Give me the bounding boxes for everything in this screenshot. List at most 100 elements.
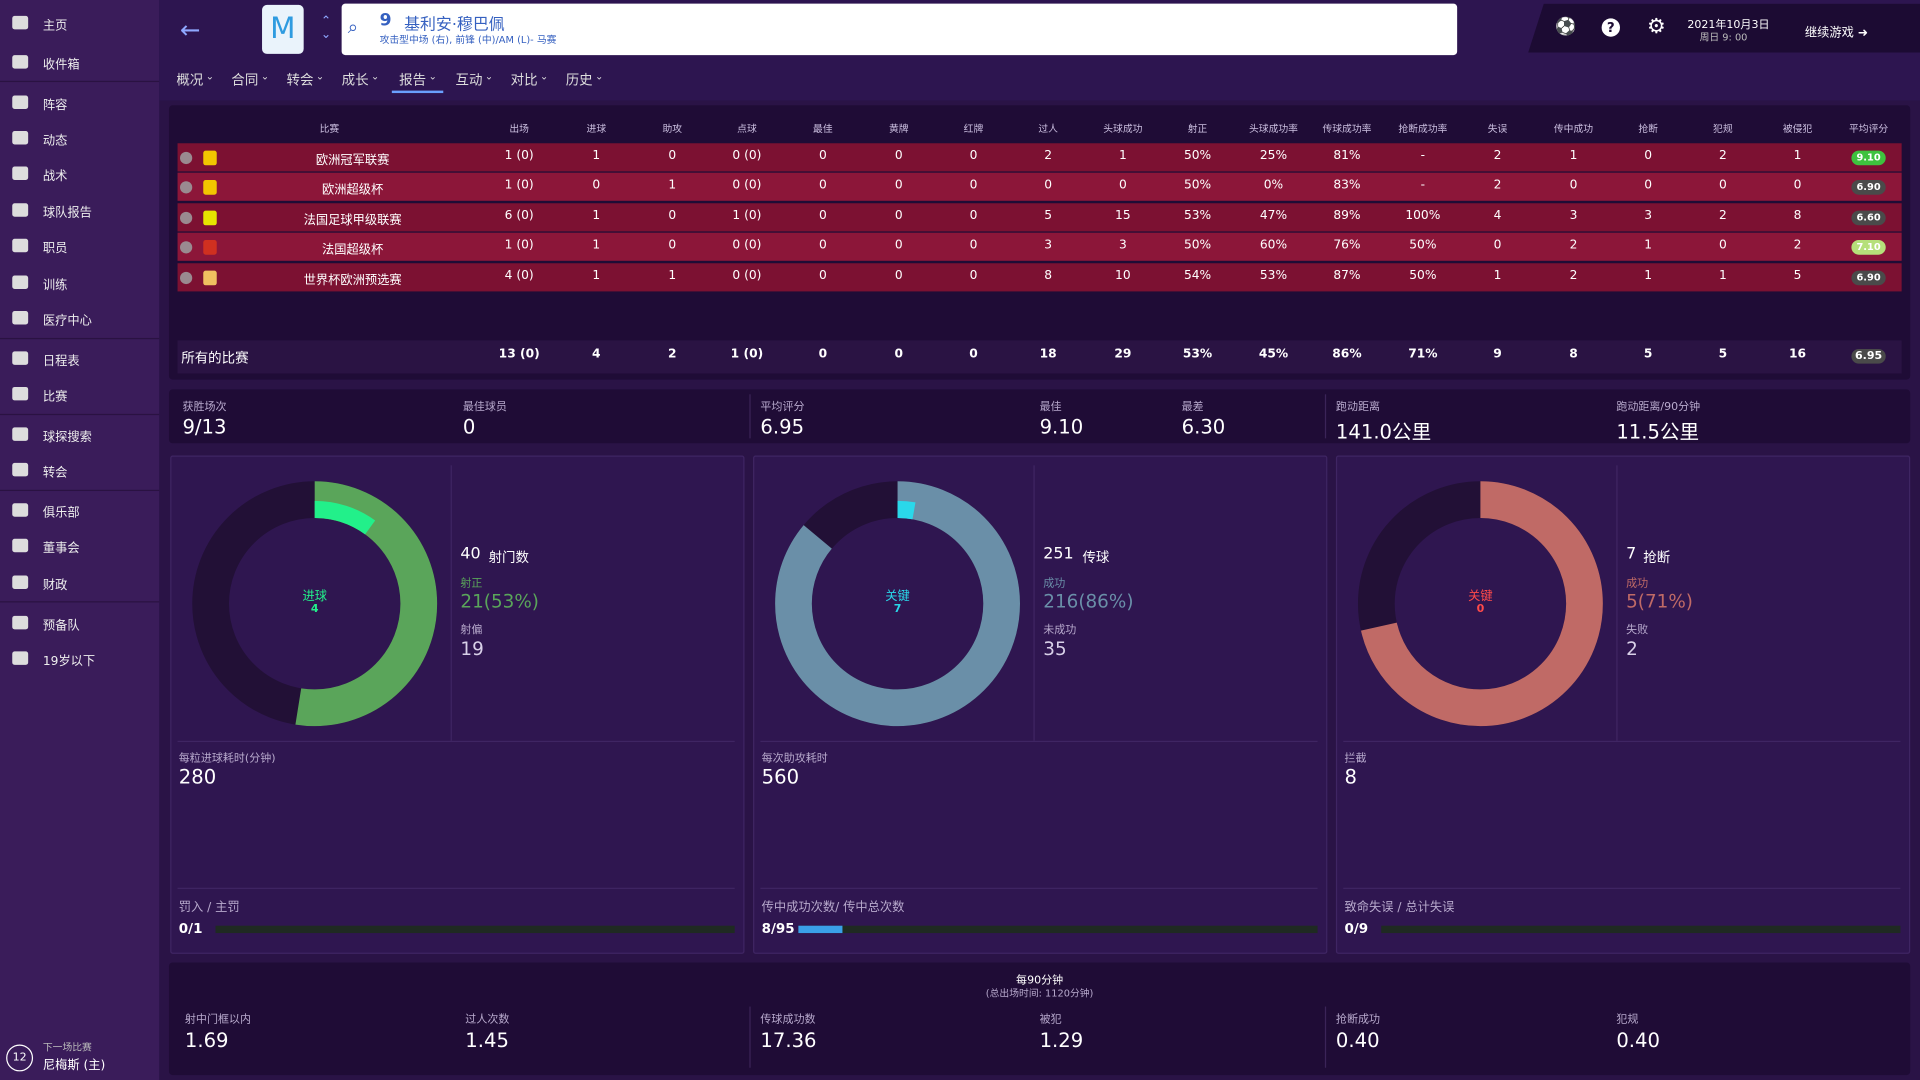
table-cell: 0 (818, 209, 827, 223)
donut-success-arc (775, 481, 1021, 727)
stat-value: 280 (178, 765, 217, 789)
nav-item[interactable]: 主页 (42, 19, 68, 34)
nav-item[interactable]: 医疗中心 (42, 314, 92, 329)
nav-item[interactable]: 财政 (42, 579, 68, 593)
nav-icon (12, 386, 29, 401)
success-label: 成功 (1626, 577, 1649, 591)
rating-badge: 6.90 (1851, 180, 1886, 195)
nav-item[interactable]: 预备队 (42, 619, 80, 634)
back-button[interactable]: ← (180, 14, 201, 45)
table-cell: 0 (0) (732, 178, 762, 193)
nav-item[interactable]: 19岁以下 (42, 655, 96, 669)
icon-ball[interactable]: ⚽ (1555, 17, 1577, 37)
nav-separator (0, 80, 160, 83)
nav-item[interactable]: 比赛 (42, 390, 68, 405)
table-cell: 53% (1259, 269, 1288, 283)
continue-button[interactable]: 继续游戏 ➜ (1804, 26, 1869, 41)
summary-value: 9/13 (182, 415, 227, 439)
table-cell: 0 (668, 149, 677, 163)
nav-item[interactable]: 战术 (42, 170, 68, 184)
nav-separator (0, 601, 160, 603)
totals-cell: 2 (667, 347, 677, 362)
nav-item[interactable]: 俱乐部 (42, 506, 80, 521)
nav-icon (12, 311, 29, 325)
tab[interactable]: 互动 (455, 72, 483, 89)
table-cell: 0 (818, 178, 827, 193)
tab-caret: ⌄ (484, 71, 494, 83)
table-cell: 0 (668, 238, 677, 253)
table-cell: 8 (1793, 209, 1802, 223)
icon-help[interactable]: ? (1601, 18, 1621, 37)
nav-item[interactable]: 收件箱 (42, 58, 80, 73)
nav-icon (12, 15, 29, 30)
rating-badge: 6.95 (1851, 348, 1886, 364)
card-total: 251 (1043, 544, 1074, 564)
table-cell: 0 (1044, 178, 1053, 193)
stat-label: 每粒进球耗时(分钟) (178, 753, 276, 766)
player-switch[interactable]: ⌃ ⌄ (320, 14, 332, 42)
table-header: 抢断 (1638, 123, 1658, 135)
nav-item[interactable]: 动态 (42, 134, 68, 149)
tab[interactable]: 报告 (399, 72, 427, 89)
icon-settings[interactable]: ⚙ (1646, 14, 1666, 40)
per90-value: 0.40 (1616, 1028, 1660, 1052)
donut-success-arc (192, 481, 438, 727)
table-cell: 47% (1259, 209, 1288, 223)
table-header: 比赛 (319, 123, 340, 135)
player-number: 9 (379, 11, 392, 31)
table-cell: 2 (1718, 209, 1727, 223)
donut (775, 481, 1021, 727)
table-header: 红牌 (963, 123, 984, 135)
top-right-panel (1528, 3, 1920, 53)
nav-item[interactable]: 董事会 (42, 542, 80, 556)
nav-separator (0, 489, 160, 492)
card-sep (760, 887, 1318, 889)
next-match[interactable]: 尼梅斯 (主) (42, 1059, 106, 1073)
card-total: 7 (1626, 544, 1637, 564)
tab[interactable]: 转会 (286, 72, 314, 89)
nav-icon (12, 615, 29, 630)
summary-label: 最佳 (1039, 401, 1062, 414)
tab[interactable]: 合同 (231, 72, 259, 89)
nav-icon (12, 575, 29, 589)
table-cell: 6 (0) (504, 209, 534, 223)
table-cell: 3 (1569, 209, 1578, 223)
search-box[interactable] (341, 3, 1458, 56)
tab[interactable]: 对比 (510, 72, 538, 89)
nav-item[interactable]: 球队报告 (42, 206, 92, 221)
nav-item[interactable]: 职员 (42, 242, 68, 256)
tab[interactable]: 概况 (176, 72, 204, 89)
next-label: 下一场比赛 (42, 1042, 92, 1054)
tab-caret: ⌄ (540, 71, 549, 83)
success-value: 5(71%) (1626, 590, 1693, 613)
table-cell: 0 (818, 269, 827, 283)
per90-label: 被犯 (1039, 1013, 1062, 1027)
nav-icon (12, 275, 29, 289)
per90-label: 抢断成功 (1335, 1013, 1381, 1027)
tab[interactable]: 成长 (341, 72, 369, 89)
tab[interactable]: 历史 (565, 72, 593, 89)
table-header: 被侵犯 (1782, 123, 1813, 135)
totals-cell: 86% (1332, 347, 1362, 362)
nav-item[interactable]: 球探搜索 (42, 431, 92, 445)
bar-value: 0/9 (1344, 920, 1369, 937)
table-cell: 0 (894, 269, 903, 283)
nav-item[interactable]: 日程表 (42, 355, 80, 369)
table-cell: 1 (0) (732, 209, 762, 223)
nav-item[interactable]: 转会 (42, 466, 68, 481)
table-cell: 89% (1333, 209, 1361, 223)
nav-item[interactable]: 训练 (42, 279, 68, 293)
summary-label: 获胜场次 (182, 401, 227, 414)
donut (1357, 481, 1603, 727)
summary-value: 6.30 (1181, 415, 1226, 439)
table-header: 传中成功 (1553, 123, 1594, 135)
card-divider (450, 465, 452, 741)
row-check (180, 151, 193, 165)
card-sep (177, 887, 735, 889)
nav-separator (0, 413, 160, 416)
card-total: 40 (460, 544, 481, 564)
totals-cell: 4 (592, 347, 601, 362)
divider (749, 1006, 751, 1068)
comp-icon (203, 270, 217, 286)
nav-item[interactable]: 阵容 (42, 99, 68, 113)
